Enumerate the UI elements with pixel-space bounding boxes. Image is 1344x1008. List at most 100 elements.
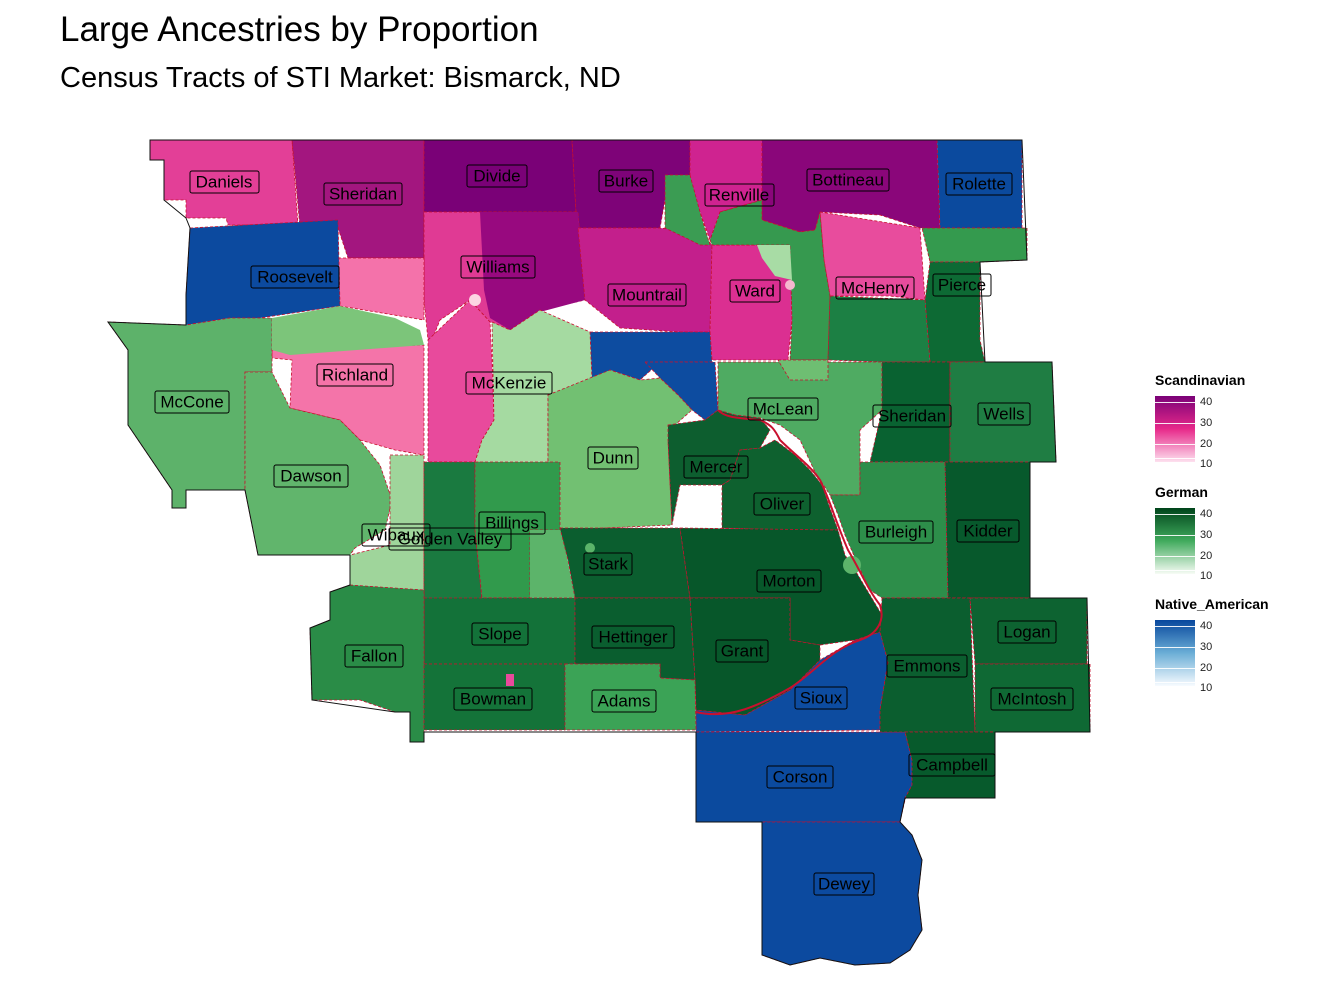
label-campbell: Campbell	[908, 753, 996, 777]
label-wells: Wells	[977, 402, 1031, 426]
label-dawson: Dawson	[273, 464, 349, 488]
svg-text:Roosevelt: Roosevelt	[257, 268, 333, 287]
label-sioux: Sioux	[794, 686, 848, 710]
label-adams: Adams	[591, 689, 657, 713]
label-oliver: Oliver	[753, 492, 811, 516]
svg-text:Williams: Williams	[466, 258, 529, 277]
label-sheridan-nd: Sheridan	[872, 404, 952, 428]
label-pierce: Pierce	[932, 273, 992, 297]
label-golden-valley: Golden Valley	[388, 527, 512, 551]
legend-tick: 20	[1200, 438, 1213, 450]
svg-text:Bottineau: Bottineau	[812, 171, 884, 190]
svg-text:McKenzie: McKenzie	[472, 374, 547, 393]
svg-text:Wells: Wells	[983, 405, 1024, 424]
svg-text:Richland: Richland	[322, 366, 388, 385]
label-wibaux: Wibaux	[361, 523, 431, 547]
map-subtitle: Census Tracts of STI Market: Bismarck, N…	[60, 62, 621, 94]
label-renville: Renville	[704, 183, 775, 207]
legend-colorbar	[1155, 508, 1195, 574]
svg-text:Sheridan: Sheridan	[878, 407, 946, 426]
svg-text:McCone: McCone	[160, 393, 223, 412]
svg-text:Dewey: Dewey	[818, 875, 870, 894]
svg-text:Dunn: Dunn	[593, 449, 634, 468]
legend-title: Scandinavian	[1155, 372, 1246, 388]
legend-tick: 40	[1200, 396, 1213, 408]
region-daniels	[149, 139, 299, 226]
region-oliver	[721, 439, 839, 531]
tract-minot	[785, 280, 795, 290]
region-sioux	[695, 631, 889, 733]
label-rolette: Rolette	[945, 172, 1013, 196]
tract-williston	[469, 294, 481, 306]
svg-text:Pierce: Pierce	[938, 276, 986, 295]
label-burke: Burke	[598, 169, 654, 193]
svg-text:Burke: Burke	[604, 172, 648, 191]
svg-text:Corson: Corson	[773, 768, 828, 787]
legend-tick: 40	[1200, 508, 1213, 520]
svg-text:Mountrail: Mountrail	[612, 286, 682, 305]
label-emmons: Emmons	[886, 654, 968, 678]
region-mchenry-green	[827, 295, 931, 363]
region-emmons	[879, 597, 976, 733]
svg-text:McIntosh: McIntosh	[998, 690, 1067, 709]
label-mckenzie: McKenzie	[465, 371, 553, 395]
region-dewey	[761, 821, 923, 966]
missouri-river	[695, 409, 883, 716]
svg-text:Wibaux: Wibaux	[368, 526, 425, 545]
legend-tick: 30	[1200, 529, 1213, 541]
svg-text:Stark: Stark	[588, 555, 628, 574]
legend-title: Native_American	[1155, 596, 1269, 612]
region-ward-light	[757, 245, 792, 280]
label-logan: Logan	[997, 620, 1057, 644]
svg-text:Campbell: Campbell	[916, 756, 988, 775]
svg-text:Hettinger: Hettinger	[599, 628, 668, 647]
legend-tick: 40	[1200, 620, 1213, 632]
legend-scandinavian: Scandinavian 40 30 20 10	[1155, 372, 1325, 470]
label-daniels: Daniels	[189, 170, 260, 194]
label-ward: Ward	[729, 279, 781, 303]
legend-native-american: Native_American 40 30 20 10	[1155, 596, 1325, 694]
legend-tick: 20	[1200, 662, 1213, 674]
region-billings-light	[530, 530, 575, 598]
legend: Scandinavian 40 30 20 10 German 40 30 20…	[1155, 372, 1325, 708]
label-mccone: McCone	[154, 390, 230, 414]
label-dewey: Dewey	[813, 872, 875, 896]
label-bottineau: Bottineau	[806, 168, 890, 192]
label-divide: Divide	[466, 164, 528, 188]
label-stark: Stark	[583, 552, 633, 576]
svg-text:Morton: Morton	[763, 572, 816, 591]
legend-tick: 30	[1200, 417, 1213, 429]
county-labels: Daniels Sheridan Divide Burke Renville B…	[154, 164, 1074, 896]
label-burleigh: Burleigh	[858, 520, 934, 544]
label-corson: Corson	[766, 765, 834, 789]
svg-text:Oliver: Oliver	[760, 495, 805, 514]
region-renville-green	[664, 174, 711, 246]
label-richland: Richland	[316, 363, 394, 387]
svg-text:Sioux: Sioux	[800, 689, 843, 708]
label-slope: Slope	[471, 622, 529, 646]
label-hettinger: Hettinger	[591, 625, 675, 649]
legend-tick: 10	[1200, 458, 1213, 470]
svg-text:Logan: Logan	[1003, 623, 1050, 642]
svg-text:Mercer: Mercer	[690, 458, 743, 477]
region-roosevelt-pink	[337, 257, 425, 321]
label-williams: Williams	[460, 255, 536, 279]
region-grant	[689, 597, 821, 716]
legend-german: German 40 30 20 10	[1155, 484, 1325, 582]
region-mountrail	[577, 227, 713, 333]
svg-text:Kidder: Kidder	[963, 522, 1012, 541]
label-morton: Morton	[756, 569, 822, 593]
label-fallon: Fallon	[344, 644, 404, 668]
legend-colorbar	[1155, 396, 1195, 462]
svg-text:McHenry: McHenry	[841, 279, 910, 298]
svg-text:Emmons: Emmons	[893, 657, 960, 676]
svg-text:Ward: Ward	[735, 282, 775, 301]
label-grant: Grant	[715, 639, 769, 663]
legend-tick: 30	[1200, 641, 1213, 653]
label-mercer: Mercer	[683, 455, 749, 479]
region-corson	[695, 731, 913, 823]
label-mchenry: McHenry	[835, 276, 915, 300]
tract-dickinson-light	[585, 543, 595, 553]
svg-text:Daniels: Daniels	[196, 173, 253, 192]
